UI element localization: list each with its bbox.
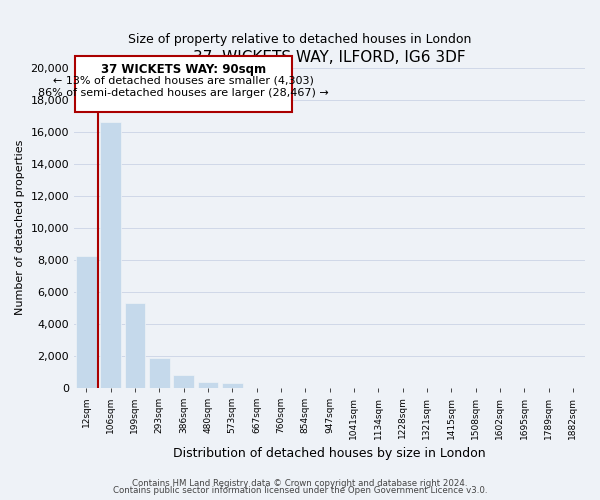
Bar <box>197 382 218 388</box>
Bar <box>222 383 242 388</box>
Title: 37, WICKETS WAY, ILFORD, IG6 3DF: 37, WICKETS WAY, ILFORD, IG6 3DF <box>193 50 466 65</box>
Bar <box>100 122 121 388</box>
Text: Contains public sector information licensed under the Open Government Licence v3: Contains public sector information licen… <box>113 486 487 495</box>
Bar <box>76 256 97 388</box>
Bar <box>173 374 194 388</box>
Bar <box>125 302 145 388</box>
Text: ← 13% of detached houses are smaller (4,303): ← 13% of detached houses are smaller (4,… <box>53 76 314 86</box>
Bar <box>149 358 170 388</box>
Y-axis label: Number of detached properties: Number of detached properties <box>15 140 25 315</box>
Text: 86% of semi-detached houses are larger (28,467) →: 86% of semi-detached houses are larger (… <box>38 88 329 99</box>
Text: Size of property relative to detached houses in London: Size of property relative to detached ho… <box>128 32 472 46</box>
Text: Contains HM Land Registry data © Crown copyright and database right 2024.: Contains HM Land Registry data © Crown c… <box>132 478 468 488</box>
X-axis label: Distribution of detached houses by size in London: Distribution of detached houses by size … <box>173 447 486 460</box>
FancyBboxPatch shape <box>75 56 292 112</box>
Text: 37 WICKETS WAY: 90sqm: 37 WICKETS WAY: 90sqm <box>101 63 266 76</box>
